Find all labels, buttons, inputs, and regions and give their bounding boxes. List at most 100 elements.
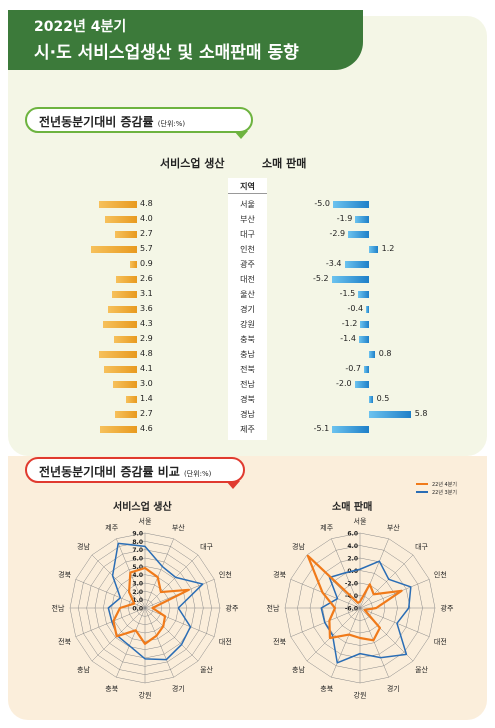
radar-axis-label: 제주 xyxy=(320,524,333,532)
radar-spoke xyxy=(75,607,146,637)
radar-axis-label: 인천 xyxy=(219,570,232,579)
radar-tick-label: 2.0 xyxy=(132,589,143,596)
retail-value-label: -1.2 xyxy=(341,319,358,328)
legend-swatch xyxy=(416,483,428,485)
legend-label: 22년 4분기 xyxy=(432,481,457,488)
retail-bar xyxy=(369,351,375,358)
retail-value-label: -2.9 xyxy=(329,229,346,238)
service-value-label: 4.8 xyxy=(140,199,153,208)
service-value-label: 5.7 xyxy=(140,244,153,253)
retail-bar xyxy=(369,396,373,403)
service-value-label: 0.9 xyxy=(140,259,153,268)
service-bar xyxy=(91,246,137,253)
retail-value-label: -5.2 xyxy=(312,274,329,283)
service-value-label: 2.6 xyxy=(140,274,153,283)
radar-spoke xyxy=(91,554,146,609)
radar-axis-label: 광주 xyxy=(226,605,239,613)
service-bar xyxy=(129,261,137,268)
radar-axis-label: 전남 xyxy=(267,604,280,613)
service-value-label: 2.7 xyxy=(140,409,153,418)
retail-bar xyxy=(331,276,369,283)
header-title: 시·도 서비스업생산 및 소매판매 동향 xyxy=(34,43,299,63)
radar-spoke xyxy=(359,579,430,609)
radar-axis-label: 경북 xyxy=(273,570,286,579)
radar-axis-label: 제주 xyxy=(105,524,118,532)
retail-bar xyxy=(358,336,369,343)
radar-tick-label: -2.0 xyxy=(345,581,358,588)
service-value-label: 4.0 xyxy=(140,214,153,223)
region-label: 경남 xyxy=(240,410,255,419)
service-bar xyxy=(102,321,137,328)
radar-axis-label: 대전 xyxy=(219,637,232,646)
radar-service-title: 서비스업 생산 xyxy=(113,502,172,513)
retail-bar xyxy=(366,306,369,313)
radar-axis-label: 대전 xyxy=(434,637,447,646)
region-label: 전남 xyxy=(240,380,255,389)
radar-axis-label: 경기 xyxy=(172,684,185,693)
region-label: 서울 xyxy=(240,200,255,209)
service-value-label: 2.7 xyxy=(140,229,153,238)
bottom-panel xyxy=(8,456,487,720)
service-bar xyxy=(98,201,137,208)
service-value-label: 3.6 xyxy=(140,304,153,313)
radar-retail-chart: 서울부산대구인천광주대전울산경기강원충북충남전북전남경북경남제주-6.0-4.0… xyxy=(267,517,454,700)
header-year: 2022년 4분기 xyxy=(34,19,127,35)
region-label: 경기 xyxy=(240,305,255,314)
service-bar xyxy=(113,381,137,388)
radar-tick-label: 8.0 xyxy=(132,539,143,546)
service-bar xyxy=(100,426,137,433)
retail-bar xyxy=(358,291,369,298)
service-value-label: 4.8 xyxy=(140,349,153,358)
service-bar xyxy=(112,291,137,298)
retail-bar xyxy=(355,216,369,223)
radar-tick-label: 3.0 xyxy=(132,581,143,588)
retail-bar-title: 소매 판매 xyxy=(262,157,307,170)
radar-spoke xyxy=(144,607,174,678)
radar-series-prev xyxy=(107,542,204,661)
region-column xyxy=(228,178,267,440)
radar-series-current xyxy=(112,566,190,645)
service-bar xyxy=(125,396,137,403)
section2-label: 전년동분기대비 증감률 비교 xyxy=(39,465,180,479)
retail-value-label: -0.7 xyxy=(345,364,361,373)
radar-spoke xyxy=(290,579,361,609)
region-label: 광주 xyxy=(240,260,255,269)
radar-axis-label: 부산 xyxy=(387,523,400,532)
radar-spoke xyxy=(359,607,389,678)
retail-value-label: -2.0 xyxy=(335,379,352,388)
radar-tick-label: 4.0 xyxy=(347,543,358,550)
region-label: 경북 xyxy=(240,395,255,404)
radar-tick-label: 1.0 xyxy=(132,597,143,604)
radar-axis-label: 전북 xyxy=(58,637,71,646)
service-bar xyxy=(108,306,137,313)
retail-bar xyxy=(348,231,369,238)
callout-tail xyxy=(234,131,248,139)
service-value-label: 4.6 xyxy=(140,424,153,433)
legend-label: 22년 3분기 xyxy=(432,489,457,496)
retail-value-label: 1.2 xyxy=(381,244,395,253)
radar-tick-label: 4.0 xyxy=(132,572,143,579)
service-bar xyxy=(105,216,137,223)
service-bar xyxy=(116,276,137,283)
section1-label: 전년동분기대비 증감률 xyxy=(39,115,154,129)
retail-bar xyxy=(363,366,369,373)
radar-legend: 22년 4분기 22년 3분기 xyxy=(416,480,457,496)
section1-callout: 전년동분기대비 증감률 (단위:%) xyxy=(25,107,253,133)
region-label: 충남 xyxy=(240,350,255,359)
retail-value-label: -5.0 xyxy=(314,199,330,208)
radar-tick-label: 0.0 xyxy=(132,606,143,613)
service-value-label: 4.3 xyxy=(140,319,153,328)
radar-axis-label: 서울 xyxy=(354,517,367,526)
radar-spoke xyxy=(359,554,414,609)
radar-tick-label: 9.0 xyxy=(132,531,143,538)
section1-unit: (단위:%) xyxy=(157,120,186,128)
radar-spoke xyxy=(144,607,215,637)
region-label: 대구 xyxy=(240,230,255,239)
radar-spoke xyxy=(91,607,146,662)
radar-axis-label: 광주 xyxy=(441,605,454,613)
retail-bar xyxy=(354,381,369,388)
radar-axis-label: 전남 xyxy=(52,604,65,613)
radar-axis-label: 충남 xyxy=(77,665,90,674)
radar-spoke xyxy=(144,538,174,609)
service-bar xyxy=(98,351,137,358)
